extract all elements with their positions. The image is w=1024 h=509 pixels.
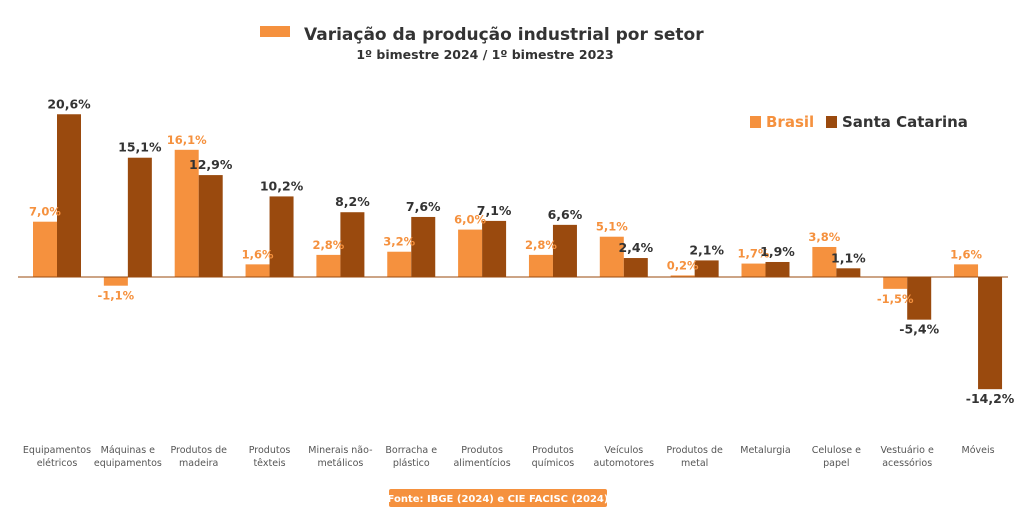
chart-subtitle: 1º bimestre 2024 / 1º bimestre 2023 <box>356 47 613 62</box>
bar-brasil-7 <box>528 254 553 277</box>
source-text: Fonte: IBGE (2024) e CIE FACISC (2024) <box>388 494 609 505</box>
bar-brasil-2 <box>174 149 199 277</box>
value-label-brasil-4: 2,8% <box>312 238 344 252</box>
bar-brasil-12 <box>883 277 908 289</box>
bar-santa-catarina-13 <box>978 277 1003 390</box>
bar-santa-catarina-11 <box>836 268 861 277</box>
category-label-1: Máquinas e equipamentos <box>94 445 162 469</box>
bar-brasil-9 <box>670 275 695 277</box>
bar-santa-catarina-0 <box>57 114 81 277</box>
chart-title: Variação da produção industrial por seto… <box>304 25 704 45</box>
value-label-santa-catarina-8: 2,4% <box>618 240 653 255</box>
value-label-brasil-10: 1,7% <box>738 247 770 261</box>
value-label-santa-catarina-9: 2,1% <box>689 242 724 257</box>
category-label-6: Produtos alimentícios <box>453 445 510 469</box>
value-label-santa-catarina-3: 10,2% <box>260 178 304 193</box>
bar-brasil-1 <box>103 277 128 286</box>
value-label-santa-catarina-1: 15,1% <box>118 140 162 155</box>
value-label-santa-catarina-10: 1,9% <box>760 244 795 259</box>
bar-santa-catarina-3 <box>269 196 294 277</box>
bar-santa-catarina-4 <box>340 212 365 277</box>
value-label-santa-catarina-11: 1,1% <box>831 250 866 265</box>
category-label-7: Produtos químicos <box>532 445 575 469</box>
bar-brasil-5 <box>387 251 412 277</box>
value-label-brasil-12: -1,5% <box>877 292 914 306</box>
category-label-11: Celulose e papel <box>812 445 861 469</box>
value-label-brasil-9: 0,2% <box>667 258 699 272</box>
category-label-12: Vestuário e acessórios <box>881 445 935 469</box>
category-label-8: Veículos automotores <box>594 445 655 469</box>
legend-label-santa-catarina: Santa Catarina <box>842 113 968 131</box>
category-label-13: Móveis <box>962 445 995 456</box>
bars-layer <box>33 114 1003 390</box>
value-label-brasil-2: 16,1% <box>167 133 207 147</box>
bar-santa-catarina-9 <box>694 260 719 277</box>
category-label-9: Produtos de metal <box>666 445 723 469</box>
bar-brasil-3 <box>245 264 270 277</box>
value-label-brasil-7: 2,8% <box>525 238 557 252</box>
legend: Brasil Santa Catarina <box>750 113 968 131</box>
title-swatch <box>260 26 290 37</box>
category-label-5: Borracha e plástico <box>385 445 437 469</box>
value-label-brasil-5: 3,2% <box>383 235 415 249</box>
bar-santa-catarina-5 <box>411 216 436 277</box>
value-label-santa-catarina-4: 8,2% <box>335 194 370 209</box>
category-label-0: Equipamentos elétricos <box>23 445 91 469</box>
category-label-4: Minerais não-metálicos <box>308 445 372 469</box>
category-label-2: Produtos de madeira <box>170 445 227 469</box>
bar-santa-catarina-12 <box>907 277 932 320</box>
value-label-santa-catarina-0: 20,6% <box>47 96 91 111</box>
bar-brasil-6 <box>458 229 483 277</box>
value-label-santa-catarina-2: 12,9% <box>189 157 233 172</box>
bar-brasil-0 <box>33 221 57 277</box>
legend-swatch-brasil <box>750 116 761 128</box>
value-label-santa-catarina-6: 7,1% <box>477 203 512 218</box>
value-label-santa-catarina-7: 6,6% <box>548 207 583 222</box>
value-label-brasil-1: -1,1% <box>98 289 135 303</box>
value-label-santa-catarina-13: -14,2% <box>966 391 1015 406</box>
legend-swatch-santa-catarina <box>826 116 837 128</box>
value-label-brasil-11: 3,8% <box>808 230 840 244</box>
value-label-santa-catarina-5: 7,6% <box>406 199 441 214</box>
bar-brasil-8 <box>599 236 624 277</box>
bar-santa-catarina-8 <box>623 258 648 277</box>
bar-brasil-11 <box>812 246 837 277</box>
value-label-brasil-3: 1,6% <box>242 247 274 261</box>
value-label-brasil-8: 5,1% <box>596 220 628 234</box>
value-label-santa-catarina-12: -5,4% <box>899 322 939 337</box>
category-label-10: Metalurgia <box>740 445 790 456</box>
legend-label-brasil: Brasil <box>766 113 814 131</box>
bar-santa-catarina-6 <box>482 220 507 277</box>
bar-brasil-4 <box>316 254 341 277</box>
category-label-3: Produtos têxteis <box>249 445 291 469</box>
value-labels-layer: 7,0% 20,6% -1,1% 15,1% 16,1% 12,9% 1,6% 10,2% 2,… <box>29 96 1015 406</box>
source-note: Fonte: IBGE (2024) e CIE FACISC (2024) <box>388 489 609 507</box>
value-label-brasil-0: 7,0% <box>29 205 61 219</box>
bar-brasil-10 <box>741 263 766 277</box>
value-label-brasil-6: 6,0% <box>454 213 486 227</box>
bar-santa-catarina-10 <box>765 261 790 277</box>
bar-santa-catarina-1 <box>127 157 152 277</box>
source-background <box>389 489 607 507</box>
bar-santa-catarina-2 <box>198 175 223 277</box>
bar-santa-catarina-7 <box>552 224 577 277</box>
value-label-brasil-13: 1,6% <box>950 247 982 261</box>
bar-brasil-13 <box>954 264 979 277</box>
